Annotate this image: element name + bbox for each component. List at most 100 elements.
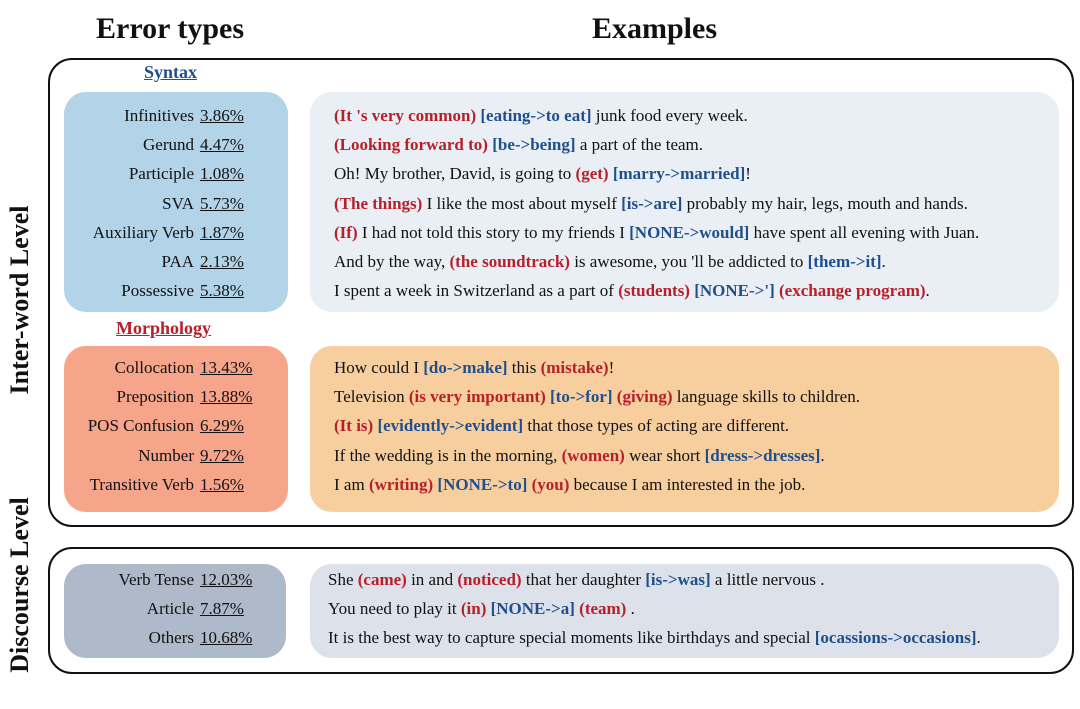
example-sentence: (If) I had not told this story to my fri…: [334, 221, 979, 245]
error-type-name: Infinitives: [124, 106, 194, 125]
error-type-name: PAA: [161, 252, 194, 271]
example-sentence: And by the way, (the soundtrack) is awes…: [334, 250, 886, 274]
error-type-percentage: 5.73%: [200, 193, 244, 213]
stat-row: Article 7.87%: [64, 597, 262, 621]
sentence-text: If the wedding is in the morning,: [334, 445, 562, 465]
error-span: (the soundtrack): [449, 252, 570, 271]
correction-span: [NONE->']: [694, 281, 775, 301]
stat-row: Others 10.68%: [64, 626, 262, 650]
error-span: (you): [531, 474, 570, 494]
sentence-text: because I am interested in the job.: [569, 474, 806, 494]
error-type-percentage: 13.43%: [200, 358, 253, 377]
error-span: (It 's very common): [334, 106, 477, 125]
stat-row: Auxiliary Verb 1.87%: [64, 221, 262, 245]
error-span: (team): [579, 599, 627, 619]
error-span: (The things): [334, 193, 423, 213]
stat-row: Verb Tense 12.03%: [64, 568, 262, 592]
sentence-text: wear short: [624, 445, 705, 465]
sentence-text: And by the way,: [334, 252, 450, 271]
sentence-text: .: [881, 252, 886, 271]
sentence-text: .: [820, 445, 825, 465]
error-type-percentage: 10.68%: [200, 628, 253, 648]
error-type-percentage: 7.87%: [200, 599, 244, 619]
error-types-heading: Error types: [96, 12, 245, 45]
error-span: (If): [334, 222, 358, 242]
correction-span: [NONE->a]: [490, 599, 575, 619]
sentence-text: I am: [334, 474, 369, 494]
example-sentence: (The things) I like the most about mysel…: [334, 192, 968, 216]
correction-span: [to->for]: [550, 387, 613, 407]
example-sentence: She (came) in and (noticed) that her dau…: [328, 568, 824, 592]
correction-span: [evidently->evident]: [377, 416, 524, 436]
stat-row: Infinitives 3.86%: [64, 104, 262, 128]
example-sentence: You need to play it (in) [NONE->a] (team…: [328, 597, 635, 621]
error-type-percentage: 2.13%: [200, 252, 244, 271]
sentence-text: probably my hair, legs, mouth and hands.: [682, 193, 968, 213]
error-type-name: Auxiliary Verb: [92, 222, 194, 242]
sentence-text: How could I: [334, 358, 424, 377]
error-type-percentage: 13.88%: [200, 387, 253, 407]
error-type-percentage: 3.86%: [200, 106, 244, 125]
example-sentence: (Looking forward to) [be->being] a part …: [334, 133, 703, 157]
error-type-percentage: 6.29%: [200, 416, 244, 436]
error-span: (is very important): [408, 387, 546, 407]
morphology-title: Morphology: [116, 318, 212, 338]
error-type-percentage: 1.56%: [200, 474, 244, 494]
morphology-examples-panel: [310, 346, 1059, 512]
sentence-text: I like the most about myself: [422, 193, 622, 213]
discourse-stats-panel: [64, 564, 286, 658]
stat-row: Number 9.72%: [64, 444, 262, 468]
stat-row: Transitive Verb 1.56%: [64, 473, 262, 497]
sentence-text: is awesome, you 'll be addicted to: [569, 252, 808, 271]
sentence-text: It is the best way to capture special mo…: [328, 628, 815, 648]
sentence-text: I had not told this story to my friends …: [357, 222, 630, 242]
correction-span: [marry->married]: [612, 164, 746, 184]
error-type-name: Verb Tense: [118, 570, 194, 589]
correction-span: [eating->to eat]: [480, 106, 592, 125]
error-type-name: SVA: [162, 193, 194, 213]
discourse-level-label: Discourse Level: [5, 497, 34, 673]
sentence-text: that those types of acting are different…: [523, 416, 790, 436]
inter-word-level-label: Inter-word Level: [5, 205, 34, 395]
error-span: (in): [460, 599, 487, 619]
sentence-text: Oh! My brother, David, is going to: [334, 164, 576, 184]
stat-row: POS Confusion 6.29%: [64, 414, 262, 438]
error-type-percentage: 9.72%: [200, 445, 244, 465]
sentence-text: language skills to children.: [672, 387, 860, 407]
error-type-name: Article: [146, 599, 194, 619]
discourse-examples-panel: [310, 564, 1059, 658]
sentence-text: Television: [334, 387, 409, 407]
correction-span: [is->was]: [645, 570, 711, 589]
error-span: (exchange program): [779, 281, 926, 301]
example-sentence: I am (writing) [NONE->to] (you) because …: [334, 473, 805, 497]
sentence-text: I spent a week in Switzerland as a part …: [334, 281, 619, 301]
example-sentence: It is the best way to capture special mo…: [328, 626, 981, 650]
error-type-name: Transitive Verb: [89, 474, 194, 494]
error-type-name: Preposition: [116, 387, 194, 407]
syntax-stats-panel: [64, 92, 288, 312]
error-span: (mistake): [540, 358, 609, 377]
example-sentence: (It 's very common) [eating->to eat] jun…: [334, 104, 748, 128]
discourse-frame: [48, 547, 1074, 674]
morphology-stats-panel: [64, 346, 288, 512]
error-type-name: Gerund: [143, 135, 194, 155]
sentence-text: !: [745, 164, 751, 184]
stat-row: Possessive 5.38%: [64, 279, 262, 303]
example-sentence: If the wedding is in the morning, (women…: [334, 444, 825, 468]
sentence-text: in and: [406, 570, 458, 589]
example-sentence: Television (is very important) [to->for]…: [334, 385, 860, 409]
stat-row: Participle 1.08%: [64, 162, 262, 186]
correction-span: [ocassions->occasions]: [814, 628, 977, 648]
error-span: (women): [561, 445, 625, 465]
error-span: (writing): [368, 474, 434, 494]
syntax-examples-panel: [310, 92, 1059, 312]
example-sentence: Oh! My brother, David, is going to (get)…: [334, 162, 751, 186]
error-span: (get): [575, 164, 609, 184]
error-type-percentage: 4.47%: [200, 135, 244, 155]
error-span: (came): [357, 570, 407, 589]
inter-word-frame: [48, 58, 1074, 527]
examples-heading: Examples: [592, 12, 718, 45]
error-span: (Looking forward to): [334, 135, 488, 155]
error-type-name: POS Confusion: [87, 416, 194, 436]
example-sentence: (It is) [evidently->evident] that those …: [334, 414, 789, 438]
